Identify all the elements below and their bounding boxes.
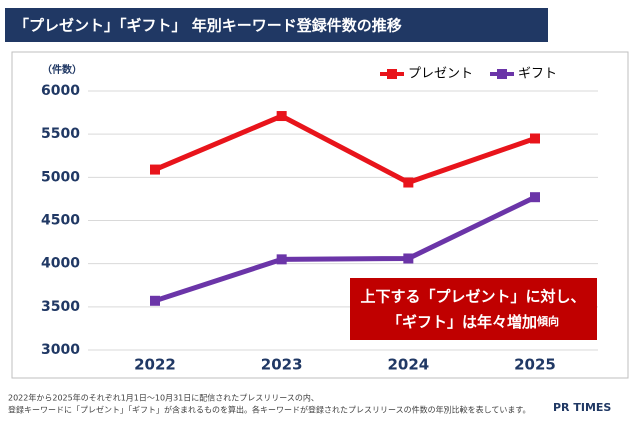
logo: PR TIMES [553,401,611,414]
annotation-box [350,278,597,340]
series-line [154,194,537,304]
legend-label: ギフト [518,67,557,82]
point-marker [530,133,540,144]
x-tick-label: 2022 [134,356,176,374]
legend-marker [497,69,507,79]
point-marker [403,253,414,264]
title-banner [5,8,548,42]
annotation-text: 「ギフト」は年々増加 [387,313,537,331]
y-tick-label: 5000 [41,169,80,185]
annotation-text: 上下する「プレゼント」に対し、 [360,288,585,306]
point-marker [276,111,287,122]
chart-title: 「プレゼント」「ギフト」 年別キーワード登録件数の推移 [14,17,402,35]
y-tick-label: 4500 [41,213,80,229]
legend-marker [387,69,397,79]
footnote: 登録キーワードに「プレゼント」「ギフト」が含まれるものを算出。各キーワードが登録… [8,405,531,415]
series-line [154,113,536,186]
y-tick-label: 3000 [41,342,80,358]
point-marker [530,192,540,203]
point-marker [276,254,287,265]
annotation-suffix: 傾向 [536,314,559,328]
legend-label: プレゼント [408,67,473,82]
footnote: 2022年から2025年のそれぞれ1月1日～10月31日に配信されたプレスリリー… [8,393,319,403]
x-tick-label: 2023 [261,356,303,374]
y-tick-label: 3500 [41,299,80,315]
y-tick-label: 4000 [41,256,80,272]
point-marker [403,177,414,188]
y-tick-label: 6000 [41,83,80,99]
x-tick-label: 2025 [514,356,556,374]
y-tick-label: 5500 [41,126,80,142]
point-marker [150,164,160,175]
y-axis-label: （件数） [42,63,82,76]
annotation-text: 「ギフト」は年々増加傾向 [387,313,559,331]
point-marker [150,295,160,306]
x-tick-label: 2024 [387,356,429,374]
